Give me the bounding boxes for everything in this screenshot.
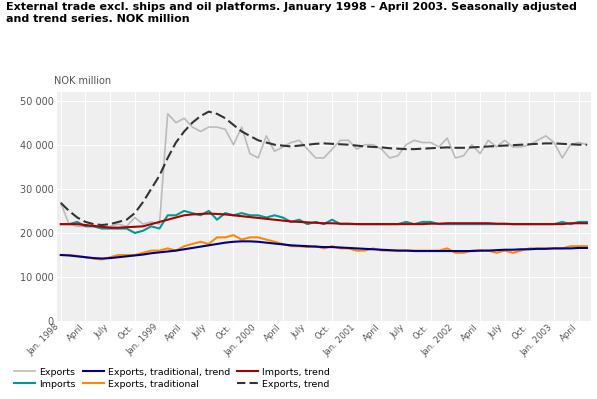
Text: External trade excl. ships and oil platforms. January 1998 - April 2003. Seasona: External trade excl. ships and oil platf…: [6, 2, 577, 24]
Legend: Exports, Imports, Exports, traditional, trend, Exports, traditional, Imports, tr: Exports, Imports, Exports, traditional, …: [11, 364, 334, 392]
Text: NOK million: NOK million: [54, 76, 111, 86]
